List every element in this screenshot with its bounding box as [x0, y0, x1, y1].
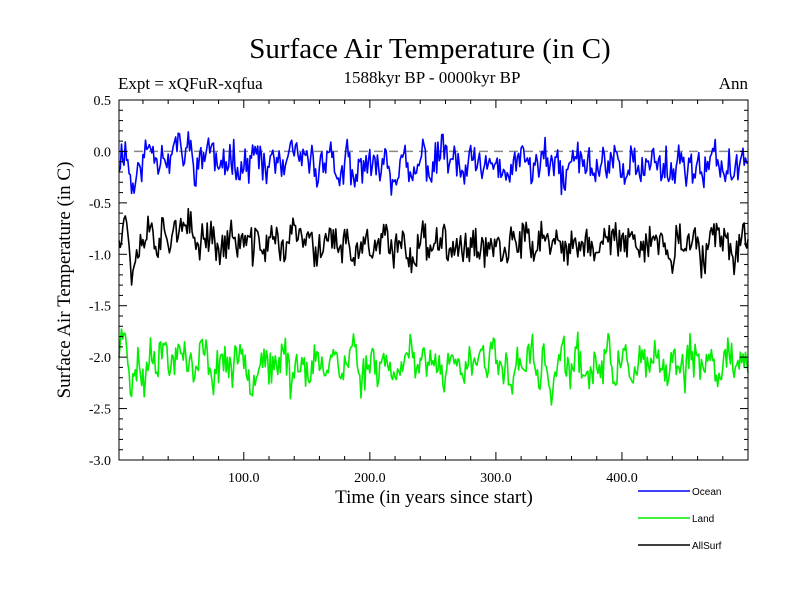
experiment-label: Expt = xQFuR-xqfua — [118, 74, 263, 93]
series-line-land — [118, 328, 749, 406]
x-tick-label: 100.0 — [228, 471, 260, 486]
y-tick-label: 0.0 — [94, 145, 112, 160]
y-tick-label: 0.5 — [94, 94, 112, 109]
y-tick-label: -2.0 — [89, 351, 111, 366]
y-tick-label: -1.5 — [89, 300, 111, 315]
season-label: Ann — [719, 74, 749, 93]
x-tick-label: 300.0 — [480, 471, 512, 486]
series-line-ocean — [118, 131, 749, 196]
y-tick-label: -3.0 — [89, 454, 111, 469]
chart-title: Surface Air Temperature (in C) — [249, 33, 610, 65]
legend-label-ocean: Ocean — [692, 487, 721, 498]
plot-frame — [118, 99, 749, 461]
series-line-allsurf — [118, 207, 749, 286]
y-tick-label: -0.5 — [89, 197, 111, 212]
axis-ticks: 0.5 0.0 -0.5 -1.0 -1.5 -2.0 -2.5 -3.0 100.0 200.0… — [89, 94, 748, 486]
y-axis-label: Surface Air Temperature (in C) — [54, 162, 75, 399]
chart-subtitle: 1588kyr BP - 0000kyr BP — [344, 68, 521, 87]
legend: Ocean Land AllSurf — [638, 487, 722, 552]
x-axis-label: Time (in years since start) — [335, 487, 533, 508]
legend-label-allsurf: AllSurf — [692, 541, 722, 552]
x-tick-label: 400.0 — [606, 471, 638, 486]
y-tick-label: -2.5 — [89, 403, 111, 418]
plot-area — [118, 131, 749, 406]
y-tick-label: -1.0 — [89, 248, 111, 263]
legend-label-land: Land — [692, 514, 714, 525]
x-tick-label: 200.0 — [354, 471, 386, 486]
